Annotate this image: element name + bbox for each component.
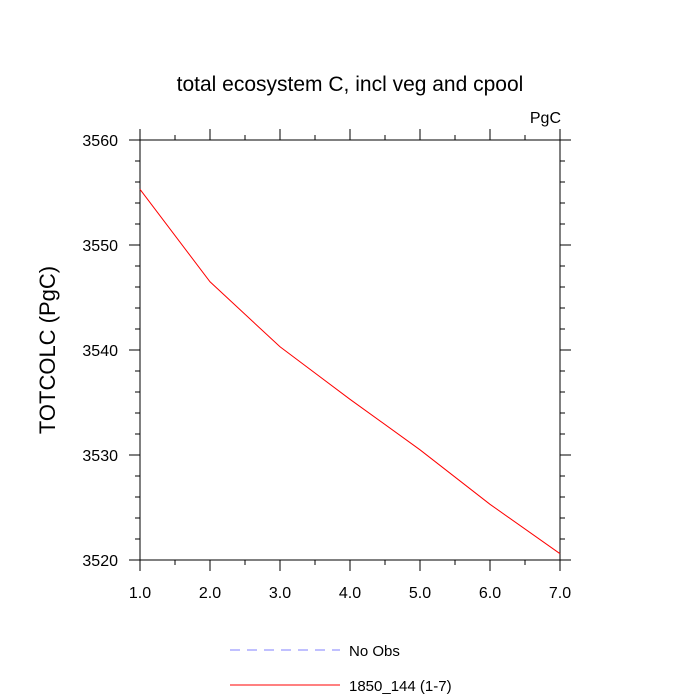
x-tick-label: 4.0 — [339, 585, 361, 602]
y-tick-label: 3550 — [82, 238, 118, 255]
series-line — [139, 188, 561, 555]
y-tick-label: 3560 — [82, 133, 118, 150]
plot-area: 1.0 2.0 3.0 4.0 5.0 6.0 7.0 3520 3530 3540 3550 356… — [82, 129, 571, 602]
chart-title: total ecosystem C, incl veg and cpool — [177, 73, 524, 96]
units-label: PgC — [530, 110, 561, 127]
x-tick-label: 3.0 — [269, 585, 291, 602]
x-tick-label: 6.0 — [479, 585, 501, 602]
plot-frame — [139, 139, 561, 561]
x-tick-label: 1.0 — [129, 585, 151, 602]
x-tick-label: 7.0 — [549, 585, 571, 602]
legend: No Obs 1850_144 (1-7) — [230, 643, 452, 695]
y-tick-label: 3540 — [82, 343, 118, 360]
y-tick-label: 3520 — [82, 553, 118, 570]
legend-label: No Obs — [349, 643, 400, 660]
x-tick-label: 5.0 — [409, 585, 431, 602]
legend-label: 1850_144 (1-7) — [349, 678, 452, 695]
x-tick-label: 2.0 — [199, 585, 221, 602]
y-axis-label: TOTCOLC (PgC) — [35, 266, 60, 434]
y-tick-label: 3530 — [82, 448, 118, 465]
